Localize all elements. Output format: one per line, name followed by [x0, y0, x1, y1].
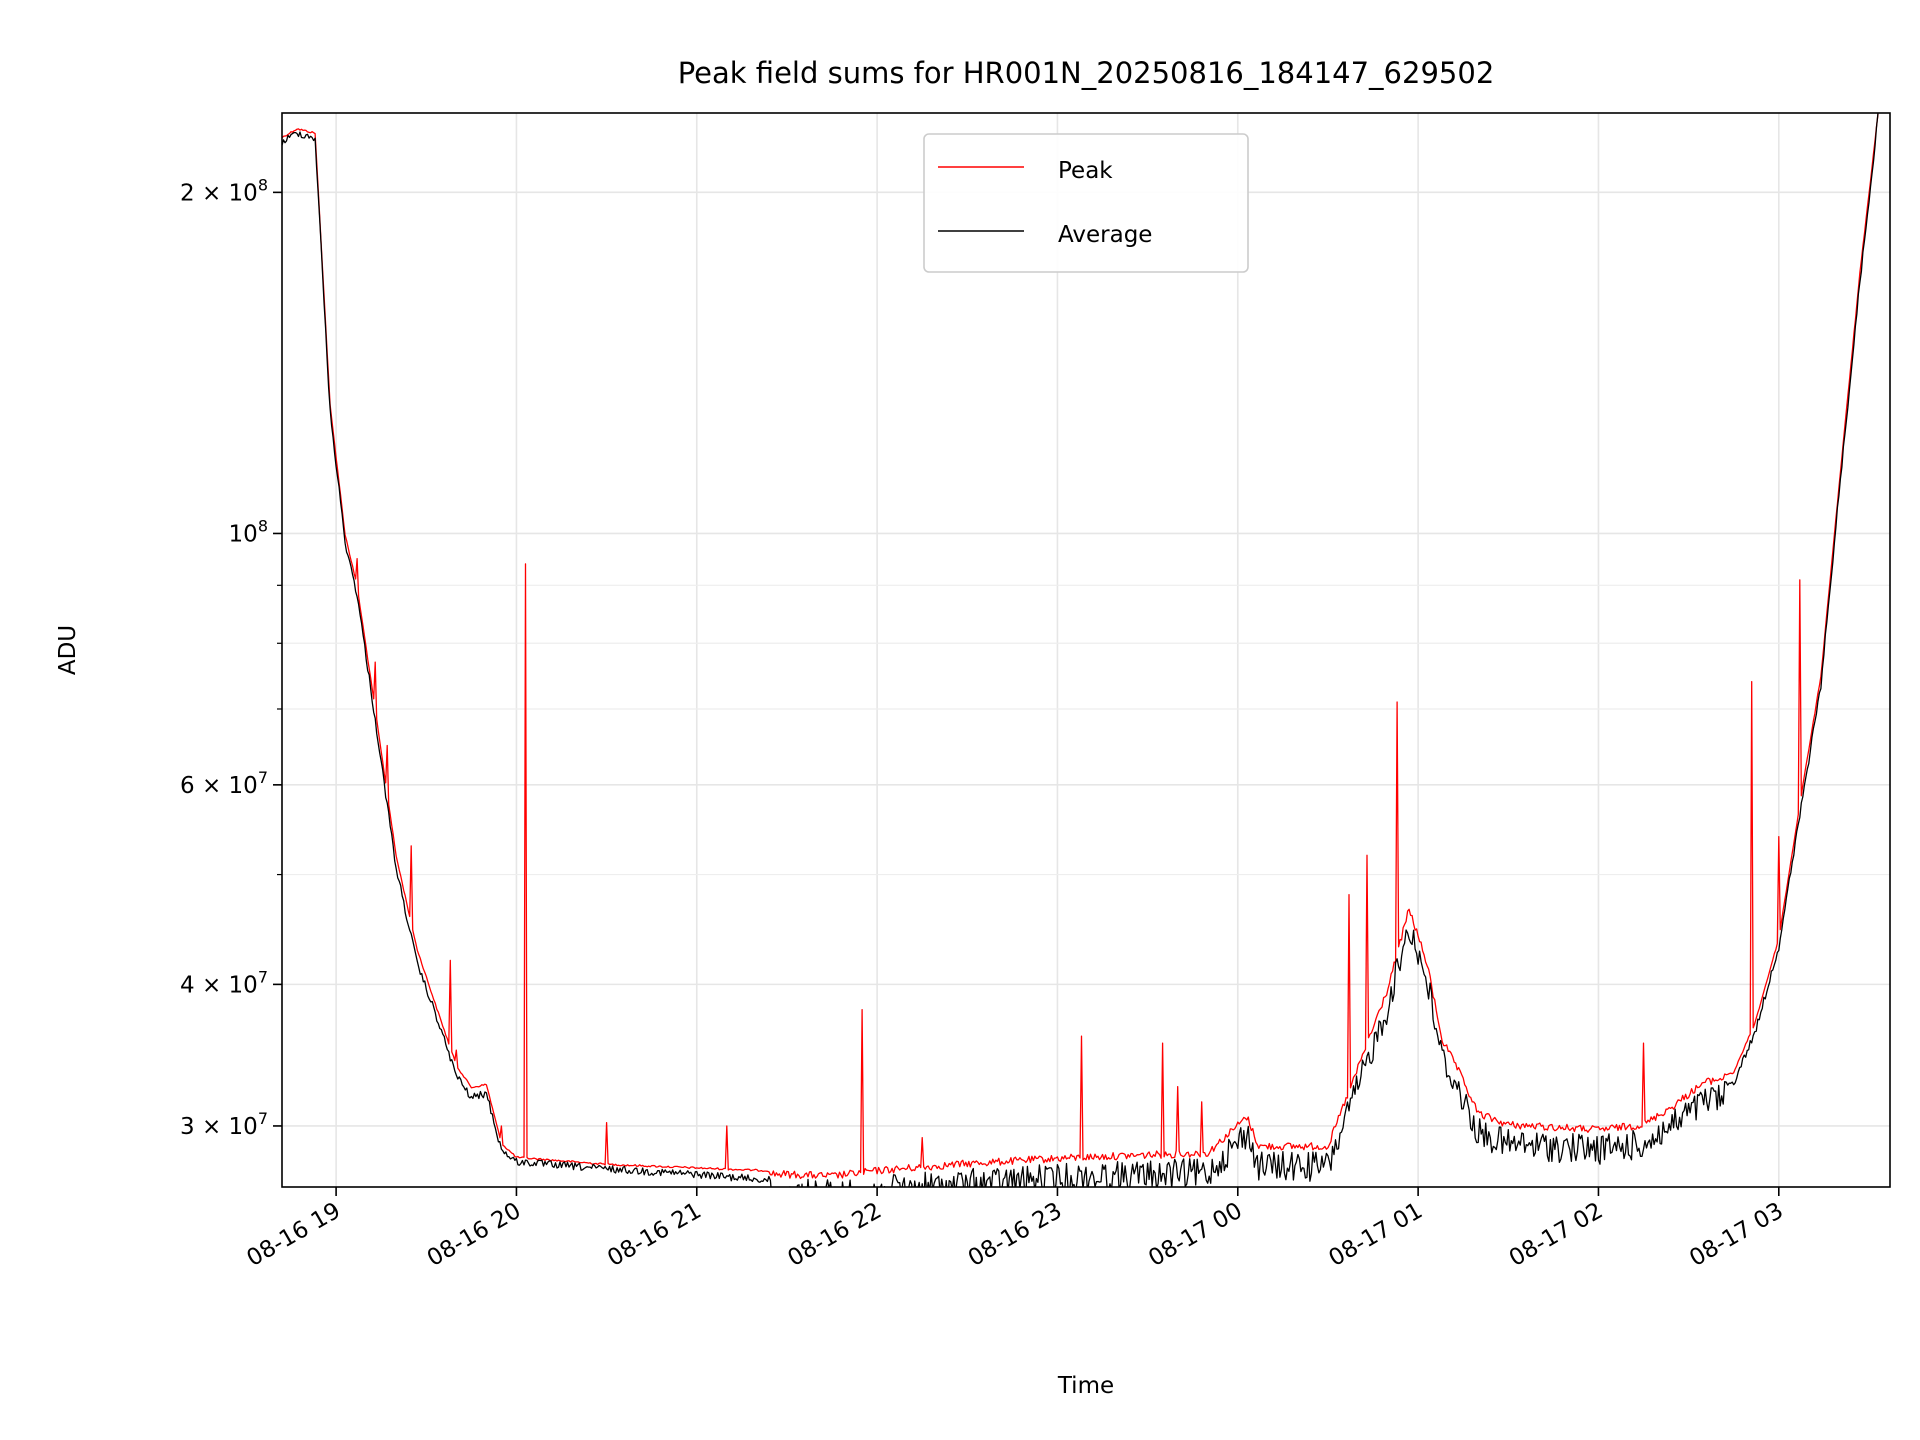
y-tick-label: 6 × 107 — [180, 768, 268, 799]
legend-box — [923, 133, 1249, 273]
plot-frame — [281, 112, 1891, 1188]
y-tick-label: 108 — [229, 516, 268, 547]
y-tick-label: 4 × 107 — [180, 967, 268, 998]
y-axis-label: ADU — [55, 625, 81, 675]
x-axis-label: Time — [1057, 1373, 1114, 1399]
series-layer — [282, 113, 1879, 1187]
y-tick-label: 2 × 108 — [180, 175, 268, 206]
series-line-peak — [282, 113, 1879, 1180]
y-tick-label: 3 × 107 — [180, 1109, 268, 1140]
plot-area — [282, 113, 1879, 1187]
y-axis: 108 3 × 107 4 × 107 6 × 107 2 × 108 — [180, 175, 282, 1140]
chart-title: Peak field sums for HR001N_20250816_1841… — [678, 56, 1495, 90]
legend: Peak Average — [923, 133, 1249, 273]
legend-peak-label: Peak — [1058, 158, 1113, 184]
legend-average-label: Average — [1058, 222, 1152, 248]
series-line-average — [282, 113, 1879, 1187]
